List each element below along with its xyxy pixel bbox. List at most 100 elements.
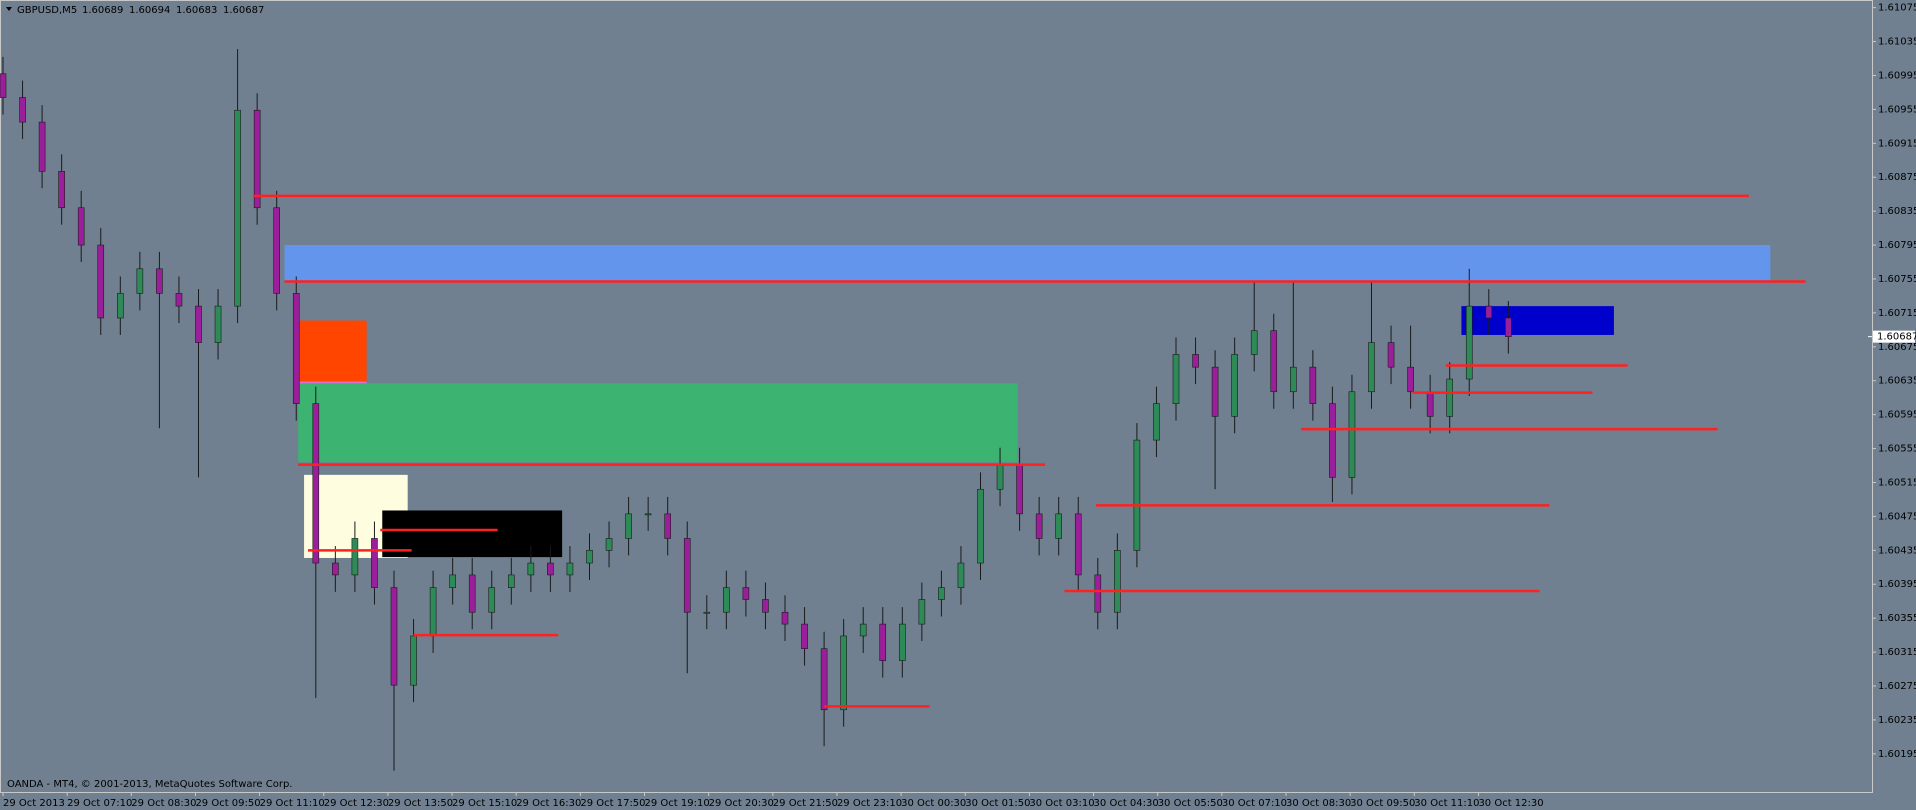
y-tick-label: 1.60595 [1878,410,1916,421]
candle-body [488,587,496,613]
y-tick-label: 1.61075 [1878,3,1916,14]
y-tick-label: 1.60755 [1878,274,1916,285]
x-tick-label: 29 Oct 08:30 [131,798,196,809]
candle-body [58,170,65,209]
candle-body [0,73,7,98]
quote-value: 1.60689 [82,5,123,16]
quote-value: 1.60694 [129,5,170,16]
x-tick-label: 29 Oct 23:10 [837,798,902,809]
x-tick-label: 29 Oct 17:50 [580,798,645,809]
candle-body [664,513,672,539]
candle-body [136,268,144,294]
zone [1461,306,1614,335]
candle-body [1055,513,1062,539]
candle-body [918,599,926,625]
candle-body [996,464,1004,490]
x-tick-label: 30 Oct 00:30 [901,798,966,809]
x-tick-label: 30 Oct 03:10 [1029,798,1094,809]
candle-body [566,562,574,576]
candle-body [1465,305,1473,380]
y-tick-label: 1.60475 [1878,511,1916,522]
candle-body [1407,366,1414,393]
candle-body [1114,550,1121,613]
candle-body [683,538,691,613]
candle-body [957,562,965,588]
y-tick-label: 1.60355 [1878,613,1916,624]
candle-body [840,635,847,711]
y-tick-label: 1.60675 [1878,342,1916,353]
candle-body [703,611,711,614]
x-tick-label: 30 Oct 01:50 [965,798,1030,809]
y-tick-label: 1.60195 [1878,749,1916,760]
candle-body [97,244,105,319]
candle-body [1231,354,1238,417]
candle-body [332,562,339,576]
zone [382,510,563,558]
candle-body [390,587,398,686]
candle-body [1250,330,1258,355]
candle-body [195,305,202,343]
y-tick-label: 1.60635 [1878,376,1916,387]
candle-body [879,623,887,661]
candle-body [625,513,632,539]
candle-body [175,293,183,307]
y-tick-label: 1.60715 [1878,308,1916,319]
x-tick-label: 30 Oct 12:30 [1478,798,1543,809]
candle-body [547,562,554,576]
x-tick-label: 29 Oct 07:10 [67,798,132,809]
candle-body [38,121,46,172]
candle-body [586,550,593,564]
y-tick-label: 1.60315 [1878,647,1916,658]
candle-body [723,587,730,613]
candle-body [449,574,456,588]
candle-body [214,305,222,343]
candle-body [938,587,945,600]
y-tick-label: 1.60555 [1878,444,1916,455]
x-tick-label: 29 Oct 11:10 [260,798,325,809]
candle-body [1094,574,1102,613]
candle-body [742,587,750,600]
candle-body [977,488,984,564]
copyright: OANDA - MT4, © 2001-2013, MetaQuotes Sof… [7,779,292,790]
candle-body [273,207,281,294]
plot-layer [0,49,1806,771]
y-tick-label: 1.60435 [1878,545,1916,556]
x-tick-label: 30 Oct 09:50 [1350,798,1415,809]
x-tick-label: 29 Oct 20:30 [709,798,774,809]
candle-body [1329,403,1336,478]
x-tick-label: 30 Oct 11:10 [1414,798,1479,809]
candle-body [1153,403,1160,441]
candle-body [1211,366,1219,417]
candle-body [1387,342,1395,368]
y-tick-label: 1.60275 [1878,681,1916,692]
candle-body [1133,439,1141,551]
candle-body [1446,378,1453,417]
candle-body [1270,330,1278,393]
y-tick-label: 1.60795 [1878,240,1916,251]
candle-body [1505,317,1512,337]
symbol-title: GBPUSD,M5 [17,5,77,16]
y-tick-label: 1.60995 [1878,70,1916,81]
candle-body [1172,354,1180,404]
zone [298,383,1018,463]
quote-value: 1.60687 [223,5,264,16]
y-tick-label: 1.60515 [1878,477,1916,488]
candle-body [1035,513,1043,539]
x-tick-label: 29 Oct 2013 [3,798,65,809]
candle-body [1348,391,1356,478]
x-tick-label: 30 Oct 04:30 [1094,798,1159,809]
x-tick-label: 29 Oct 12:30 [324,798,389,809]
candle-body [1192,354,1199,368]
quote-value: 1.60683 [176,5,217,16]
candle-body [468,574,476,613]
zone [284,245,1771,283]
y-tick-label: 1.60835 [1878,206,1916,217]
candle-body [1074,513,1082,576]
x-tick-label: 30 Oct 08:30 [1286,798,1351,809]
x-tick-label: 29 Oct 16:30 [516,798,581,809]
menu-arrow[interactable] [6,7,12,11]
candle-body [1426,391,1434,417]
y-tick-label: 1.60235 [1878,715,1916,726]
